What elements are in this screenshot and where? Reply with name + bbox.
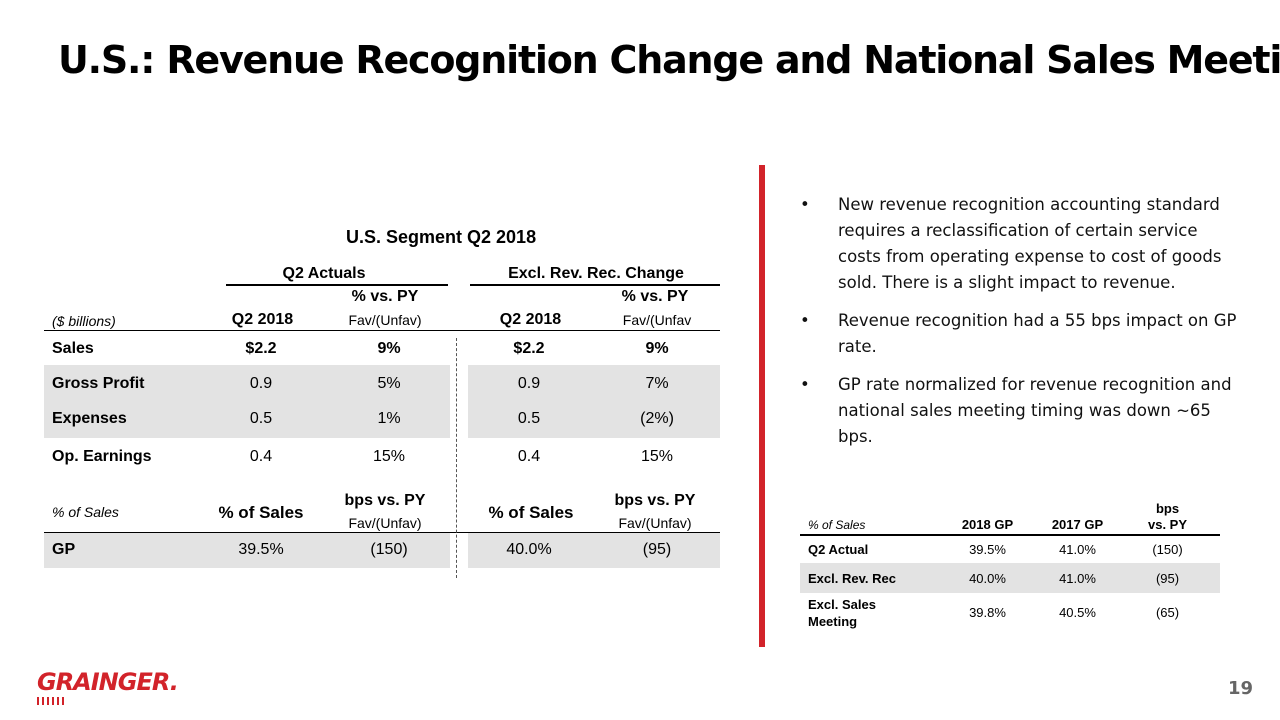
col-header-2018-gp: 2018 GP <box>961 517 1014 532</box>
cell-value: 5% <box>377 375 401 392</box>
bullet-item: • New revenue recognition accounting sta… <box>800 192 1240 296</box>
shaded-band <box>468 365 720 438</box>
col-header-bps-vs-py-excl: bps vs. PY <box>614 492 696 509</box>
cell-value: $2.2 <box>245 340 277 357</box>
cell-value: (95) <box>1155 571 1180 586</box>
grainger-logo: GRAINGER. <box>37 668 179 696</box>
cell-value: 15% <box>640 448 674 465</box>
cell-value: 41.0% <box>1059 542 1096 557</box>
col-header-vs-py: vs. PY <box>1147 517 1188 532</box>
bullet-text: GP rate normalized for revenue recogniti… <box>838 375 1232 446</box>
col-header-fav-unfav-excl: Fav/(Unfav) <box>618 515 692 531</box>
segment-title: U.S. Segment Q2 2018 <box>346 227 537 247</box>
row-label-line: Excl. Sales <box>808 597 876 612</box>
logo-stripes <box>37 697 67 705</box>
cell-value: 0.5 <box>517 410 541 427</box>
row-label: Op. Earnings <box>52 448 152 465</box>
col-header-fav-unfav: Fav/(Unfav) <box>348 312 422 328</box>
table-row: Expenses 0.5 1% 0.5 (2%) <box>44 405 720 435</box>
row-label-line: Meeting <box>808 614 858 629</box>
table-row: Sales $2.2 9% $2.2 9% <box>44 335 720 365</box>
cell-value: 0.4 <box>249 448 273 465</box>
row-label: Gross Profit <box>52 375 145 392</box>
col-header-pct-vs-py: % vs. PY <box>351 288 419 305</box>
cell-value: 9% <box>377 340 401 357</box>
col-header-2017-gp: 2017 GP <box>1051 517 1104 532</box>
col-header-fav-unfav: Fav/(Unfav) <box>348 515 422 531</box>
cell-value: (95) <box>642 541 672 558</box>
cell-value: 15% <box>372 448 406 465</box>
cell-value: (150) <box>1152 542 1183 557</box>
row-label: Expenses <box>52 410 127 427</box>
bullet-glyph: • <box>800 375 810 394</box>
cell-value: 0.4 <box>517 448 541 465</box>
page-title: U.S.: Revenue Recognition Change and Nat… <box>58 38 1280 82</box>
shaded-band <box>44 365 450 438</box>
cell-value: $2.2 <box>513 340 545 357</box>
row-label: Sales <box>52 340 94 357</box>
page-number: 19 <box>1228 678 1254 699</box>
col-header-q2-2018: Q2 2018 <box>231 311 294 328</box>
bullet-text: New revenue recognition accounting stand… <box>838 195 1222 292</box>
accent-divider <box>759 165 765 647</box>
header-rule <box>44 330 720 331</box>
table-row: Op. Earnings 0.4 15% 0.4 15% <box>44 443 720 473</box>
cell-value: (150) <box>370 541 408 558</box>
table-row: Q2 Actual 39.5% 41.0% (150) <box>800 537 1220 563</box>
cell-value: 1% <box>377 410 401 427</box>
shaded-band <box>468 533 720 568</box>
pct-header-rule <box>44 532 720 533</box>
table-row: Excl. Sales Meeting 39.8% 40.5% (65) <box>800 593 1220 631</box>
pct-section-label: % of Sales <box>52 504 119 520</box>
table-row: Gross Profit 0.9 5% 0.9 7% <box>44 370 720 400</box>
cell-value: 7% <box>645 375 669 392</box>
col-header-pct-of-sales-excl: % of Sales <box>488 503 574 522</box>
dashed-divider <box>456 338 457 578</box>
cell-value: 39.5% <box>238 541 284 558</box>
cell-value: (2%) <box>640 410 674 427</box>
row-label: GP <box>52 541 76 558</box>
units-label: ($ billions) <box>52 313 116 329</box>
cell-value: 0.9 <box>517 375 541 392</box>
cell-value: 9% <box>645 340 669 357</box>
col-header-q2-2018-excl: Q2 2018 <box>499 311 562 328</box>
cell-value: 41.0% <box>1059 571 1096 586</box>
small-table-rule <box>800 534 1220 536</box>
group-header-q2-actuals: Q2 Actuals <box>282 265 366 282</box>
bullet-text: Revenue recognition had a 55 bps impact … <box>838 311 1237 356</box>
row-label: Excl. Sales Meeting <box>808 596 876 630</box>
group-rule-excl-rev-rec <box>470 284 720 286</box>
col-header-bps: bps <box>1155 501 1180 516</box>
col-header-pct-vs-py-excl: % vs. PY <box>621 288 689 305</box>
bullet-item: • GP rate normalized for revenue recogni… <box>800 372 1240 450</box>
row-label: Q2 Actual <box>808 542 869 557</box>
cell-value: 39.5% <box>969 542 1006 557</box>
cell-value: (65) <box>1155 605 1180 620</box>
bullet-item: • Revenue recognition had a 55 bps impac… <box>800 308 1240 360</box>
col-header-pct-of-sales: % of Sales <box>218 503 304 522</box>
bullet-glyph: • <box>800 195 810 214</box>
shaded-band <box>44 533 450 568</box>
table-row: Excl. Rev. Rec 40.0% 41.0% (95) <box>800 563 1220 593</box>
small-table-label: % of Sales <box>808 518 866 532</box>
cell-value: 0.9 <box>249 375 273 392</box>
cell-value: 0.5 <box>249 410 273 427</box>
cell-value: 40.5% <box>1059 605 1096 620</box>
cell-value: 40.0% <box>969 571 1006 586</box>
cell-value: 40.0% <box>506 541 552 558</box>
group-rule-q2-actuals <box>226 284 448 286</box>
row-label: Excl. Rev. Rec <box>808 571 896 586</box>
bullet-glyph: • <box>800 311 810 330</box>
table-row-gp: GP 39.5% (150) 40.0% (95) <box>44 535 720 565</box>
col-header-bps-vs-py: bps vs. PY <box>344 492 426 509</box>
col-header-fav-unfav-excl: Fav/(Unfav <box>622 312 692 328</box>
bullet-list: • New revenue recognition accounting sta… <box>800 192 1240 462</box>
cell-value: 39.8% <box>969 605 1006 620</box>
group-header-excl-rev-rec: Excl. Rev. Rec. Change <box>508 265 684 282</box>
